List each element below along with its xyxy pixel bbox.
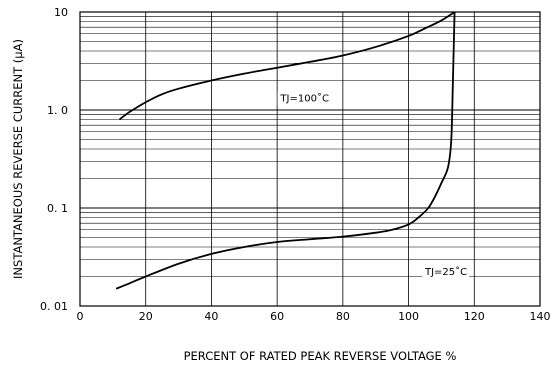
x-tick-label: 20 <box>139 310 153 323</box>
annotation-tj100-background <box>277 91 331 106</box>
y-tick-label: 0. 1 <box>47 202 68 215</box>
y-tick-label: 0. 01 <box>40 300 68 313</box>
y-tick-labels: 0. 01 0. 1 1. 0 10 <box>40 6 68 313</box>
x-tick-label: 120 <box>464 310 485 323</box>
x-tick-label: 0 <box>77 310 84 323</box>
x-tick-label: 140 <box>530 310 551 323</box>
x-tick-label: 60 <box>270 310 284 323</box>
x-tick-labels: 0 20 40 60 80 100 120 140 <box>77 310 551 323</box>
plot-frame <box>79 11 541 307</box>
series-annotations: TJ=100˚C TJ=25˚C <box>277 91 470 279</box>
y-tick-label: 1. 0 <box>47 104 68 117</box>
x-tick-label: 80 <box>336 310 350 323</box>
annotation-tj25-background <box>422 264 470 279</box>
x-axis-label: PERCENT OF RATED PEAK REVERSE VOLTAGE % <box>184 349 457 363</box>
grid <box>79 11 541 307</box>
annotation-tj25: TJ=25˚C <box>424 266 467 278</box>
x-tick-label: 100 <box>398 310 419 323</box>
series-line-tj25 <box>115 11 456 290</box>
series-lines <box>115 11 456 290</box>
series-line-tj100 <box>118 11 456 121</box>
x-tick-label: 40 <box>204 310 218 323</box>
annotation-tj25-group: TJ=25˚C <box>422 264 470 279</box>
y-tick-label: 10 <box>54 6 68 19</box>
annotation-tj100: TJ=100˚C <box>279 93 329 105</box>
annotation-tj100-group: TJ=100˚C <box>277 91 331 106</box>
y-axis-label: INSTANTANEOUS REVERSE CURRENT (μA) <box>11 39 25 279</box>
